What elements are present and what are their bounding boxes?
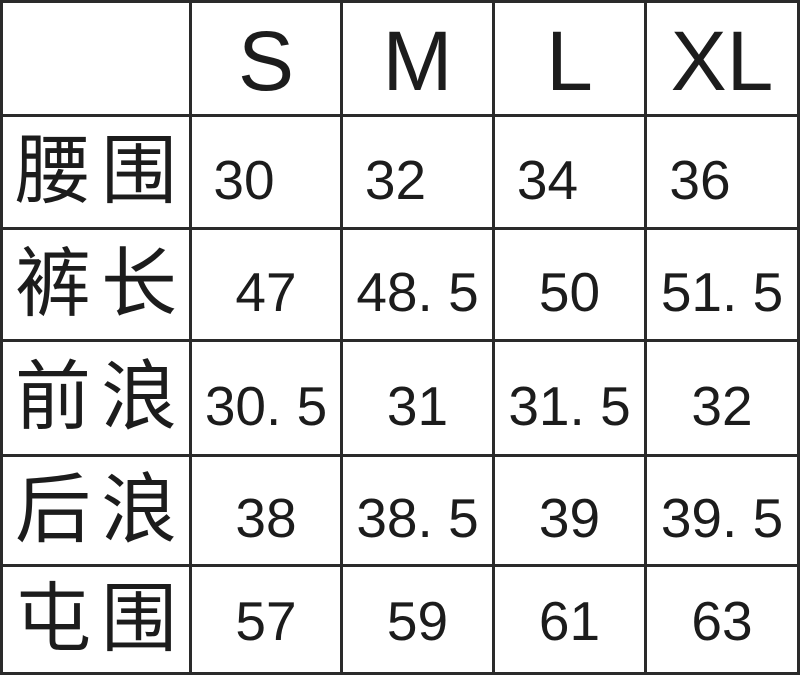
cell-waist-s: 30 (192, 117, 343, 230)
cell-front-rise-m: 31 (343, 342, 495, 457)
row-label-back-rise-char-2: 浪 (101, 468, 177, 553)
row-label-front-rise-char-2: 浪 (101, 356, 177, 440)
row-label-waist-char-1: 腰 (15, 130, 91, 214)
cell-back-rise-l: 39 (495, 457, 647, 567)
column-header-xl: XL (647, 3, 800, 117)
cell-front-rise-l: 31. 5 (495, 342, 647, 457)
column-header-m: M (343, 3, 495, 117)
cell-back-rise-m: 38. 5 (343, 457, 495, 567)
row-label-back-rise-char-1: 后 (15, 468, 91, 553)
row-label-waist-char-2: 围 (101, 130, 177, 214)
cell-pant-length-m: 48. 5 (343, 230, 495, 342)
cell-hip-l: 61 (495, 567, 647, 675)
cell-waist-l: 34 (495, 117, 647, 230)
row-label-front-rise-char-1: 前 (15, 356, 91, 440)
cell-hip-xl: 63 (647, 567, 800, 675)
cell-back-rise-s: 38 (192, 457, 343, 567)
cell-waist-m: 32 (343, 117, 495, 230)
column-header-l: L (495, 3, 647, 117)
row-label-waist: 腰 围 (3, 117, 192, 230)
row-label-pant-length-char-1: 裤 (15, 242, 91, 327)
cell-pant-length-xl: 51. 5 (647, 230, 800, 342)
row-label-hip-char-1: 屯 (15, 577, 91, 662)
cell-hip-m: 59 (343, 567, 495, 675)
row-label-pant-length-char-2: 长 (101, 242, 177, 327)
column-header-s: S (192, 3, 343, 117)
cell-front-rise-s: 30. 5 (192, 342, 343, 457)
cell-front-rise-xl: 32 (647, 342, 800, 457)
cell-hip-s: 57 (192, 567, 343, 675)
row-label-back-rise: 后 浪 (3, 457, 192, 567)
cell-back-rise-xl: 39. 5 (647, 457, 800, 567)
corner-cell (3, 3, 192, 117)
row-label-hip: 屯 围 (3, 567, 192, 675)
row-label-front-rise: 前 浪 (3, 342, 192, 457)
cell-pant-length-s: 47 (192, 230, 343, 342)
cell-pant-length-l: 50 (495, 230, 647, 342)
cell-waist-xl: 36 (647, 117, 800, 230)
row-label-hip-char-2: 围 (101, 577, 177, 662)
row-label-pant-length: 裤 长 (3, 230, 192, 342)
